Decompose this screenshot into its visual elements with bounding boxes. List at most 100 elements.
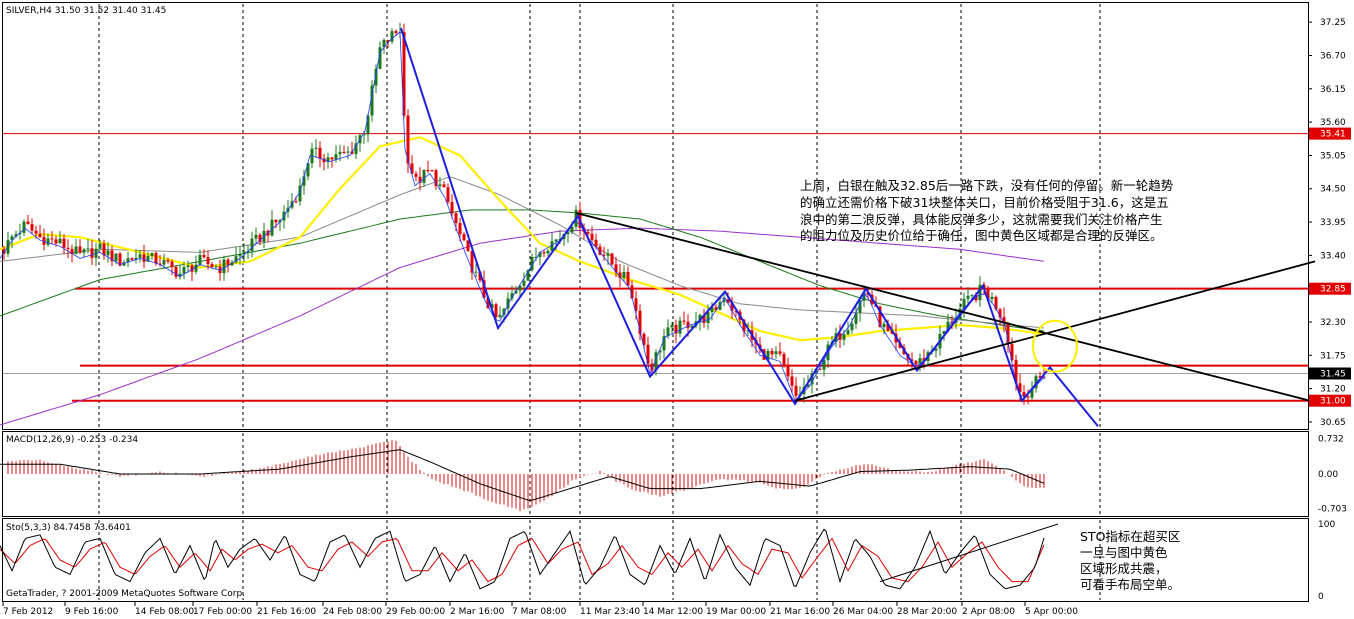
candle-body — [486, 297, 490, 309]
x-tick-label: 2 Apr 08:00 — [962, 607, 1015, 617]
candle-body — [410, 163, 414, 174]
candle-body — [638, 310, 642, 334]
x-tick-label: 9 Feb 16:00 — [65, 607, 119, 617]
candle-body — [230, 262, 234, 266]
candle-body — [178, 273, 182, 277]
candle-body — [502, 308, 506, 315]
candle-body — [174, 266, 178, 277]
candle-body — [346, 151, 350, 153]
copyright-text: GetaTrader, ? 2001-2009 MetaQuotes Softw… — [6, 589, 245, 599]
candle-body — [994, 297, 998, 310]
candle-body — [430, 170, 434, 172]
candle-body — [342, 151, 346, 153]
candle-body — [278, 220, 282, 223]
candle-body — [818, 368, 822, 370]
candle-body — [666, 327, 670, 337]
candle-body — [594, 239, 598, 247]
candle-body — [774, 351, 778, 355]
candle-body — [1018, 383, 1022, 393]
annotation-line: 上周，白银在触及32.85后一路下跌，没有任何的停留。新一轮趋势 — [800, 178, 1174, 193]
candle-body — [102, 243, 106, 256]
candle-body — [334, 154, 338, 160]
candle-body — [518, 285, 522, 291]
candle-body — [498, 314, 502, 318]
x-tick-label: 14 Feb 08:00 — [135, 607, 194, 617]
candle-body — [38, 233, 42, 237]
candle-body — [650, 363, 654, 371]
sto-annotation-line: 区域形成共震， — [1080, 561, 1168, 576]
candle-body — [554, 239, 558, 242]
candle-body — [202, 255, 206, 258]
candle-body — [214, 266, 218, 268]
candle-body — [610, 253, 614, 265]
candle-body — [702, 314, 706, 323]
candle-body — [122, 262, 126, 266]
candle-body — [934, 348, 938, 351]
price-tag — [1309, 367, 1351, 380]
candle-body — [222, 259, 226, 274]
candle-body — [338, 151, 342, 155]
candle-body — [10, 236, 14, 240]
candle-body — [782, 353, 786, 365]
ma-purple-line — [0, 227, 1045, 426]
y-tick-label: 36.15 — [1320, 85, 1346, 95]
candle-body — [90, 248, 94, 258]
candle-body — [250, 238, 254, 251]
candle-body — [198, 255, 202, 265]
candle-body — [330, 157, 334, 160]
sto-main-line — [0, 528, 1045, 590]
candle-body — [210, 264, 214, 267]
vertical-grid — [98, 4, 1101, 600]
macd-panel — [0, 440, 1045, 512]
candle-body — [790, 376, 794, 386]
candle-body — [1010, 344, 1014, 360]
candle-body — [258, 234, 262, 242]
candle-body — [846, 330, 850, 335]
candle-body — [734, 310, 738, 312]
candle-body — [66, 247, 70, 250]
candle-body — [618, 272, 622, 278]
candle-body — [162, 260, 166, 265]
candle-body — [134, 257, 138, 260]
candle-body — [606, 253, 610, 256]
candle-body — [318, 147, 322, 159]
candle-body — [946, 321, 950, 332]
candle-body — [886, 323, 890, 331]
sto-annotation-line: 可看手布局空单。 — [1080, 577, 1180, 592]
axes: 37.25 36.70 36.15 35.60 35.05 34.50 33.95 33.40… — [2, 18, 1351, 617]
candle-body — [622, 272, 626, 278]
ma-gray-line — [0, 176, 1045, 329]
candle-body — [530, 257, 534, 271]
y-tick-label: 35.60 — [1320, 118, 1346, 128]
candle-body — [598, 246, 602, 255]
candle-body — [190, 265, 194, 272]
x-tick-label: 11 Mar 23:40 — [580, 607, 640, 617]
sto-signal-line — [0, 537, 1045, 583]
x-tick-label: 21 Feb 16:00 — [257, 607, 316, 617]
candle-body — [534, 257, 538, 258]
candle-body — [1022, 392, 1026, 397]
macd-signal-line — [0, 449, 1045, 501]
candle-body — [726, 299, 730, 303]
candle-body — [546, 250, 550, 254]
annotation-line: 的确立还需价格下破31块整体关口，目前价格受阻于31.6，这是五 — [800, 195, 1169, 210]
candle-body — [58, 238, 62, 244]
y-tick-label: 30.65 — [1320, 418, 1346, 428]
candle-body — [186, 265, 190, 267]
candle-body — [362, 134, 366, 136]
y-tick-label: 37.25 — [1320, 18, 1346, 28]
candle-body — [154, 252, 158, 264]
candle-body — [254, 234, 258, 239]
candle-body — [854, 312, 858, 324]
candle-body — [538, 252, 542, 257]
candle-body — [46, 238, 50, 245]
candle-body — [514, 290, 518, 294]
y-tick-label: 33.95 — [1320, 218, 1346, 228]
candle-body — [374, 68, 378, 86]
candle-body — [466, 240, 470, 251]
candle-body — [434, 170, 438, 186]
candle-body — [106, 250, 110, 256]
candle-body — [590, 233, 594, 240]
candle-body — [394, 31, 398, 33]
